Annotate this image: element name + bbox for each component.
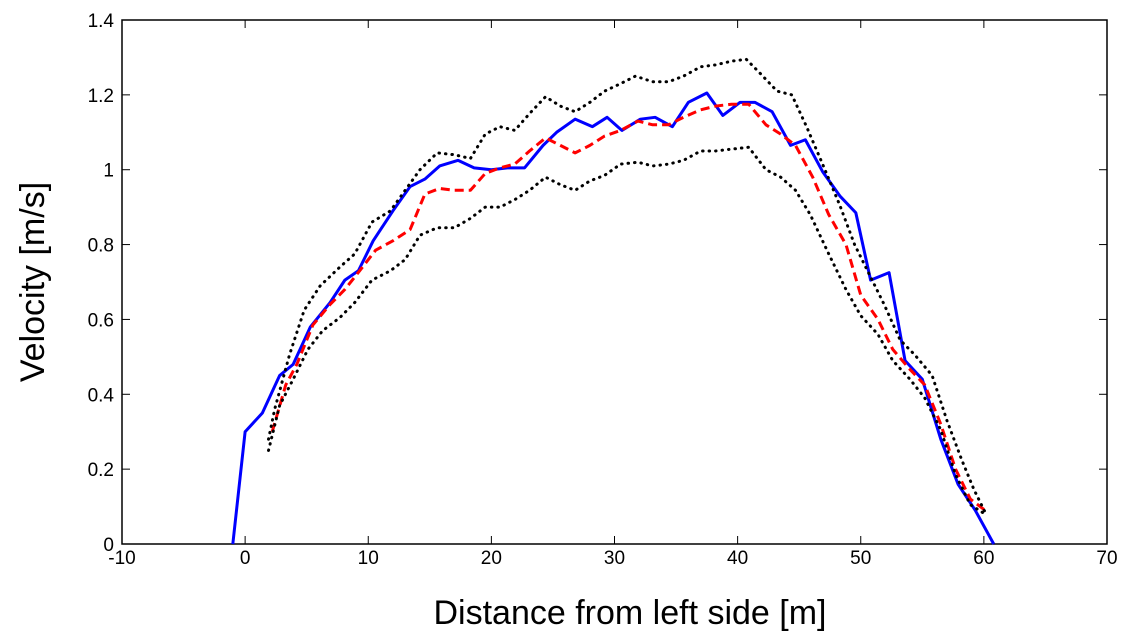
x-tick-label: 70 [1096, 548, 1117, 569]
x-tick-label: 20 [481, 548, 502, 569]
series-line [267, 57, 987, 514]
x-axis-label: Distance from left side [m] [433, 594, 826, 632]
y-tick-label: 0 [103, 535, 114, 556]
x-tick-label: 10 [358, 548, 379, 569]
x-tick-label: -10 [108, 548, 135, 569]
y-axis-label: Velocity [m/s] [14, 182, 52, 382]
series-line [267, 145, 987, 516]
y-tick-label: 0.2 [88, 460, 114, 481]
series-line [231, 91, 996, 545]
x-tick-label: 60 [973, 548, 994, 569]
series-line [270, 102, 987, 512]
x-tick-label: 30 [604, 548, 625, 569]
x-tick-label: 40 [727, 548, 748, 569]
x-tick-label: 0 [240, 548, 251, 569]
x-tick-label: 50 [850, 548, 871, 569]
plot-frame [121, 19, 1108, 545]
y-tick-label: 1.2 [88, 86, 114, 107]
y-tick-label: 1 [103, 161, 114, 182]
y-tick-label: 0.8 [88, 236, 114, 257]
y-tick-label: 0.6 [88, 310, 114, 331]
y-tick-label: 1.4 [88, 11, 115, 32]
y-tick-label: 0.4 [88, 385, 115, 406]
